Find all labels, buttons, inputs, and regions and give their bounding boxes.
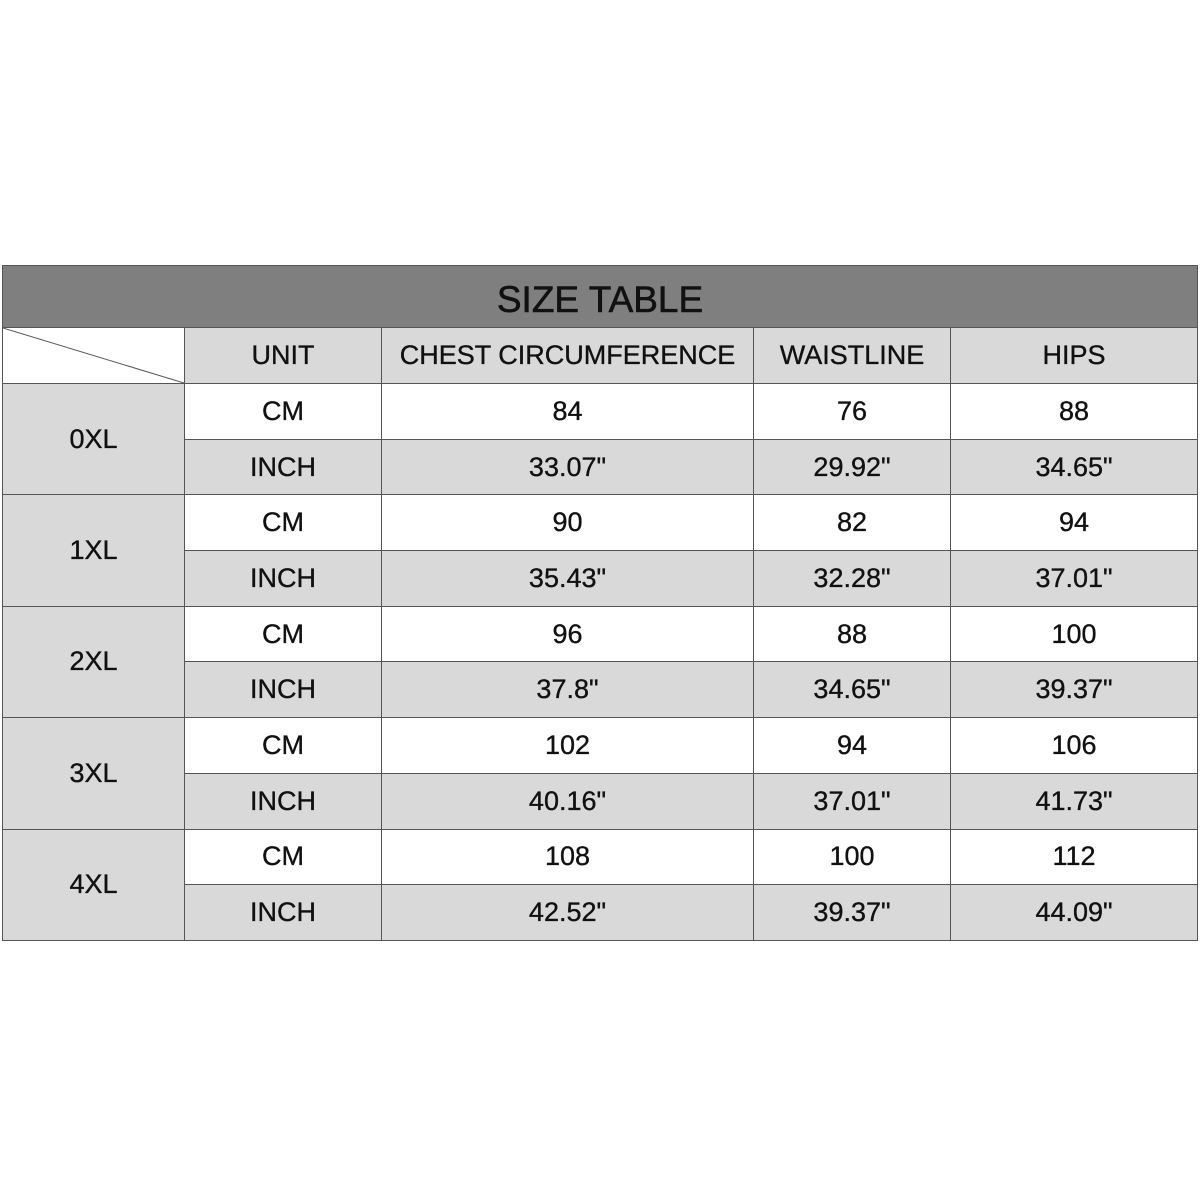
chest-cell: 84 (381, 383, 754, 440)
size-label: 3XL (2, 717, 185, 830)
waist-cell: 88 (753, 605, 951, 663)
header-hips: HIPS (949, 327, 1199, 384)
unit-cell: CM (184, 494, 382, 552)
chest-cell: 96 (381, 605, 754, 663)
waist-cell: 82 (753, 494, 951, 552)
hips-cell: 106 (949, 717, 1199, 774)
header-waist: WAISTLINE (753, 327, 951, 384)
hips-cell: 39.37" (949, 661, 1199, 719)
chest-cell: 108 (381, 828, 754, 886)
table-row: 0XL CM 84 76 88 (2, 382, 1199, 496)
table-row: INCH 37.8" 34.65" 39.37" (3, 661, 1199, 719)
waist-cell: 94 (753, 717, 951, 774)
chest-cell: 40.16" (381, 772, 754, 830)
table-row: INCH 35.43" 32.28" 37.01" (3, 550, 1199, 607)
size-table: SIZE TABLE UNIT CHEST CIRCUMFERENCE WAIS… (1, 265, 1199, 941)
unit-cell: INCH (184, 550, 382, 607)
table-row: 2XL CM 96 88 100 (2, 605, 1199, 719)
hips-cell: 100 (949, 605, 1199, 663)
title-row: SIZE TABLE (1, 265, 1199, 328)
hips-cell: 94 (949, 494, 1199, 552)
table-row: 1XL CM 90 82 94 (2, 494, 1199, 607)
hips-cell: 112 (949, 828, 1199, 886)
table-row: INCH 42.52" 39.37" 44.09" (3, 884, 1199, 941)
waist-cell: 39.37" (753, 884, 951, 941)
table-title: SIZE TABLE (1, 265, 1199, 328)
waist-cell: 37.01" (753, 772, 951, 830)
chest-cell: 102 (381, 717, 754, 774)
waist-cell: 34.65" (753, 661, 951, 719)
waist-cell: 76 (753, 383, 951, 440)
hips-cell: 37.01" (949, 550, 1199, 607)
unit-cell: INCH (184, 884, 382, 941)
header-row: UNIT CHEST CIRCUMFERENCE WAISTLINE HIPS (2, 327, 1199, 384)
table-row: 3XL CM 102 94 106 (2, 717, 1199, 830)
chest-cell: 42.52" (381, 884, 754, 941)
size-label: 0XL (2, 382, 185, 496)
waist-cell: 29.92" (753, 438, 951, 496)
waist-cell: 32.28" (753, 550, 951, 607)
unit-cell: INCH (184, 772, 382, 830)
unit-cell: CM (184, 828, 382, 886)
unit-cell: CM (184, 383, 382, 440)
unit-cell: INCH (184, 661, 382, 719)
corner-diagonal-cell (2, 327, 185, 384)
size-label: 1XL (2, 494, 185, 607)
hips-cell: 88 (949, 383, 1199, 440)
chest-cell: 37.8" (381, 661, 754, 719)
header-unit: UNIT (184, 327, 382, 384)
table-row: 4XL CM 108 100 112 (2, 828, 1199, 941)
chest-cell: 33.07" (381, 438, 754, 496)
size-label: 2XL (2, 605, 185, 719)
hips-cell: 34.65" (949, 438, 1199, 496)
unit-cell: CM (184, 605, 382, 663)
size-label: 4XL (2, 828, 185, 941)
header-chest: CHEST CIRCUMFERENCE (381, 327, 754, 384)
chest-cell: 90 (381, 494, 754, 552)
hips-cell: 44.09" (949, 884, 1199, 941)
hips-cell: 41.73" (949, 772, 1199, 830)
diagonal-line-icon (3, 328, 184, 383)
waist-cell: 100 (753, 828, 951, 886)
unit-cell: CM (184, 717, 382, 774)
table-row: INCH 33.07" 29.92" 34.65" (3, 438, 1199, 496)
chest-cell: 35.43" (381, 550, 754, 607)
unit-cell: INCH (184, 438, 382, 496)
size-table-container: SIZE TABLE UNIT CHEST CIRCUMFERENCE WAIS… (1, 265, 1199, 941)
